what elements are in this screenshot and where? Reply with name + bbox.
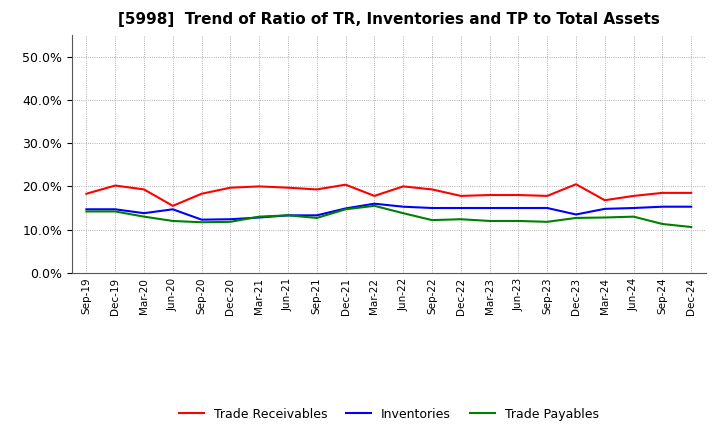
Trade Receivables: [226, 185, 235, 191]
Trade Receivables: [284, 185, 292, 191]
Trade Payables: [255, 214, 264, 219]
Trade Receivables: [572, 182, 580, 187]
Trade Receivables: [341, 182, 350, 187]
Trade Receivables: [456, 193, 465, 198]
Trade Payables: [629, 214, 638, 219]
Trade Payables: [658, 221, 667, 227]
Trade Payables: [399, 211, 408, 216]
Trade Receivables: [168, 203, 177, 209]
Trade Receivables: [399, 184, 408, 189]
Inventories: [168, 207, 177, 212]
Trade Payables: [284, 213, 292, 218]
Trade Payables: [572, 215, 580, 220]
Inventories: [284, 213, 292, 218]
Line: Trade Payables: Trade Payables: [86, 206, 691, 227]
Trade Payables: [485, 218, 494, 224]
Trade Receivables: [428, 187, 436, 192]
Inventories: [687, 204, 696, 209]
Trade Receivables: [312, 187, 321, 192]
Trade Payables: [226, 219, 235, 224]
Trade Receivables: [514, 192, 523, 198]
Trade Receivables: [197, 191, 206, 196]
Trade Payables: [312, 215, 321, 220]
Trade Payables: [140, 214, 148, 219]
Legend: Trade Receivables, Inventories, Trade Payables: Trade Receivables, Inventories, Trade Pa…: [174, 403, 604, 425]
Trade Receivables: [82, 191, 91, 196]
Trade Payables: [428, 217, 436, 223]
Inventories: [629, 205, 638, 211]
Trade Receivables: [370, 193, 379, 198]
Inventories: [600, 206, 609, 212]
Trade Receivables: [600, 198, 609, 203]
Trade Receivables: [140, 187, 148, 192]
Inventories: [543, 205, 552, 211]
Inventories: [399, 204, 408, 209]
Inventories: [658, 204, 667, 209]
Trade Receivables: [485, 192, 494, 198]
Inventories: [197, 217, 206, 222]
Inventories: [485, 205, 494, 211]
Inventories: [514, 205, 523, 211]
Title: [5998]  Trend of Ratio of TR, Inventories and TP to Total Assets: [5998] Trend of Ratio of TR, Inventories…: [118, 12, 660, 27]
Inventories: [82, 207, 91, 212]
Inventories: [341, 206, 350, 211]
Inventories: [226, 216, 235, 222]
Trade Payables: [370, 203, 379, 209]
Trade Receivables: [658, 190, 667, 195]
Inventories: [111, 207, 120, 212]
Line: Inventories: Inventories: [86, 204, 691, 220]
Trade Receivables: [255, 184, 264, 189]
Trade Receivables: [543, 193, 552, 198]
Inventories: [370, 201, 379, 206]
Inventories: [312, 213, 321, 218]
Trade Payables: [341, 207, 350, 212]
Trade Payables: [687, 224, 696, 230]
Trade Payables: [543, 219, 552, 224]
Trade Payables: [456, 216, 465, 222]
Trade Receivables: [111, 183, 120, 188]
Inventories: [428, 205, 436, 211]
Trade Payables: [168, 218, 177, 224]
Inventories: [456, 205, 465, 211]
Trade Payables: [82, 209, 91, 214]
Inventories: [572, 212, 580, 217]
Trade Payables: [197, 220, 206, 225]
Inventories: [140, 211, 148, 216]
Trade Payables: [111, 209, 120, 214]
Inventories: [255, 215, 264, 220]
Line: Trade Receivables: Trade Receivables: [86, 184, 691, 206]
Trade Receivables: [629, 193, 638, 198]
Trade Receivables: [687, 190, 696, 195]
Trade Payables: [514, 218, 523, 224]
Trade Payables: [600, 215, 609, 220]
